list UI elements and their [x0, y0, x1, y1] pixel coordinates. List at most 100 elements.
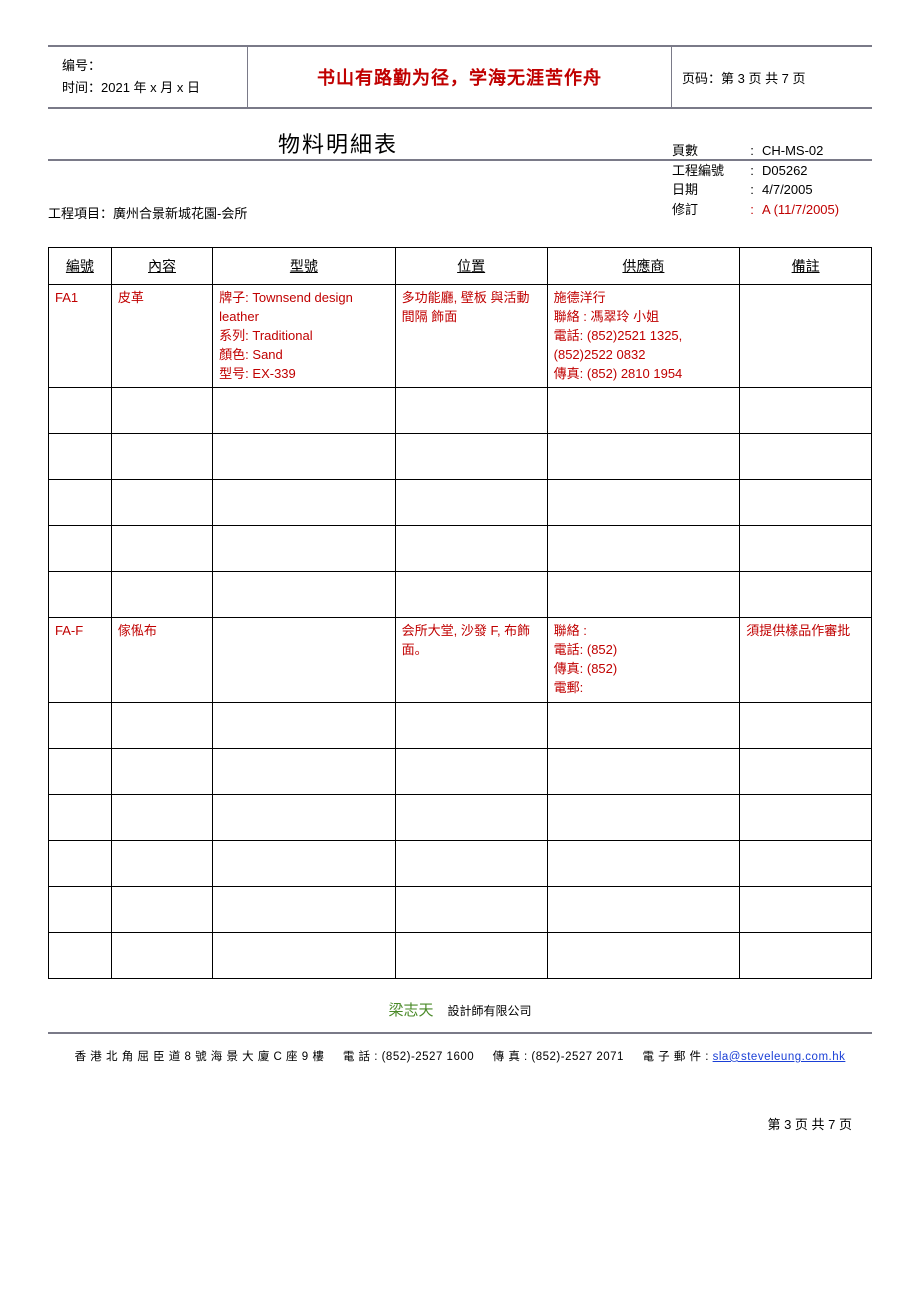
cell-empty [395, 526, 547, 572]
cell-content: 皮革 [111, 285, 212, 388]
table-row [49, 702, 872, 748]
footer-tel: (852)-2527 1600 [382, 1051, 475, 1063]
cell-empty [49, 434, 112, 480]
cell-empty [213, 840, 395, 886]
th-loc: 位置 [395, 248, 547, 285]
time-label: 时间： [62, 80, 101, 95]
cell-empty [49, 526, 112, 572]
cell-model: 牌子: Townsend design leather 系列: Traditio… [213, 285, 395, 388]
meta-value: 4/7/2005 [762, 180, 872, 200]
cell-empty [547, 388, 740, 434]
cell-empty [111, 480, 212, 526]
cell-empty [547, 840, 740, 886]
cell-empty [740, 480, 872, 526]
meta-colon: : [742, 161, 762, 181]
project-row: 工程項目：廣州合景新城花園-会所 [48, 203, 247, 222]
cell-empty [395, 794, 547, 840]
header-motto: 书山有路勤为径，学海无涯苦作舟 [248, 47, 672, 107]
cell-empty [49, 748, 112, 794]
meta-label: 日期 [672, 180, 742, 200]
table-header-row: 編號 內容 型號 位置 供應商 備註 [49, 248, 872, 285]
cell-empty [49, 480, 112, 526]
cell-empty [547, 886, 740, 932]
cell-empty [49, 702, 112, 748]
cell-empty [547, 526, 740, 572]
cell-empty [213, 702, 395, 748]
cell-empty [740, 840, 872, 886]
cell-empty [49, 388, 112, 434]
table-row [49, 480, 872, 526]
cell-empty [111, 526, 212, 572]
cell-empty [111, 794, 212, 840]
cell-empty [740, 702, 872, 748]
meta-label: 工程編號 [672, 161, 742, 181]
footer-email-label: 電 子 郵 件 : [642, 1051, 712, 1063]
cell-empty [111, 434, 212, 480]
meta-value: D05262 [762, 161, 872, 181]
cell-empty [49, 932, 112, 978]
cell-empty [213, 886, 395, 932]
footer-address: 香 港 北 角 屈 臣 道 8 號 海 景 大 廈 C 座 9 樓 [75, 1051, 325, 1063]
th-remark: 備註 [740, 248, 872, 285]
project-name: 廣州合景新城花園-会所 [113, 206, 247, 221]
meta-proj-code: 工程編號 : D05262 [672, 161, 872, 181]
cell-empty [111, 748, 212, 794]
cell-empty [395, 434, 547, 480]
meta-label: 頁數 [672, 141, 742, 161]
cell-empty [111, 932, 212, 978]
table-body: FA1皮革牌子: Townsend design leather 系列: Tra… [49, 285, 872, 979]
table-head: 編號 內容 型號 位置 供應商 備註 [49, 248, 872, 285]
cell-empty [111, 572, 212, 618]
doc-title: 物料明細表 [278, 127, 398, 159]
cell-empty [395, 748, 547, 794]
meta-colon: : [742, 180, 762, 200]
cell-empty [395, 702, 547, 748]
meta-page-no: 頁數 : CH-MS-02 [672, 141, 872, 161]
th-content: 內容 [111, 248, 212, 285]
cell-empty [213, 480, 395, 526]
table-row [49, 388, 872, 434]
table-row [49, 526, 872, 572]
cell-empty [213, 748, 395, 794]
material-table: 編號 內容 型號 位置 供應商 備註 FA1皮革牌子: Townsend des… [48, 247, 872, 979]
time-value: 2021 年 x 月 x 日 [101, 80, 200, 95]
cell-empty [49, 794, 112, 840]
cell-content: 傢俬布 [111, 618, 212, 702]
cell-empty [49, 840, 112, 886]
cell-supplier: 施德洋行 聯絡 : 馮翠玲 小姐 電話: (852)2521 1325, (85… [547, 285, 740, 388]
cell-empty [213, 388, 395, 434]
cell-empty [547, 702, 740, 748]
meta-value: CH-MS-02 [762, 141, 872, 161]
time-row: 时间：2021 年 x 月 x 日 [62, 77, 241, 99]
meta-colon: : [742, 200, 762, 220]
header-left: 编号： 时间：2021 年 x 月 x 日 [48, 47, 248, 107]
company-suffix: 設計師有限公司 [447, 1004, 531, 1018]
table-row [49, 840, 872, 886]
footer-email-link[interactable]: sla@steveleung.com.hk [713, 1051, 846, 1063]
header-page: 页码：第 3 页 共 7 页 [672, 47, 872, 107]
cell-empty [395, 572, 547, 618]
cell-empty [111, 702, 212, 748]
cell-empty [547, 480, 740, 526]
th-sup: 供應商 [547, 248, 740, 285]
cell-remark: 須提供樣品作審批 [740, 618, 872, 702]
table-row [49, 434, 872, 480]
cell-empty [395, 388, 547, 434]
cell-empty [111, 840, 212, 886]
meta-label: 修訂 [672, 200, 742, 220]
table-row [49, 794, 872, 840]
header-box: 编号： 时间：2021 年 x 月 x 日 书山有路勤为径，学海无涯苦作舟 页码… [48, 45, 872, 109]
cell-empty [547, 434, 740, 480]
meta-value: A (11/7/2005) [762, 200, 872, 220]
cell-empty [547, 572, 740, 618]
company-name: 梁志天 [389, 1002, 434, 1019]
cell-empty [547, 794, 740, 840]
page: 编号： 时间：2021 年 x 月 x 日 书山有路勤为径，学海无涯苦作舟 页码… [0, 0, 920, 1163]
table-row [49, 932, 872, 978]
cell-empty [111, 886, 212, 932]
cell-empty [740, 748, 872, 794]
meta-rev: 修訂 : A (11/7/2005) [672, 200, 872, 220]
footer-fax: (852)-2527 2071 [531, 1051, 624, 1063]
footer-tel-label: 電 話 : [343, 1051, 382, 1063]
table-row [49, 572, 872, 618]
